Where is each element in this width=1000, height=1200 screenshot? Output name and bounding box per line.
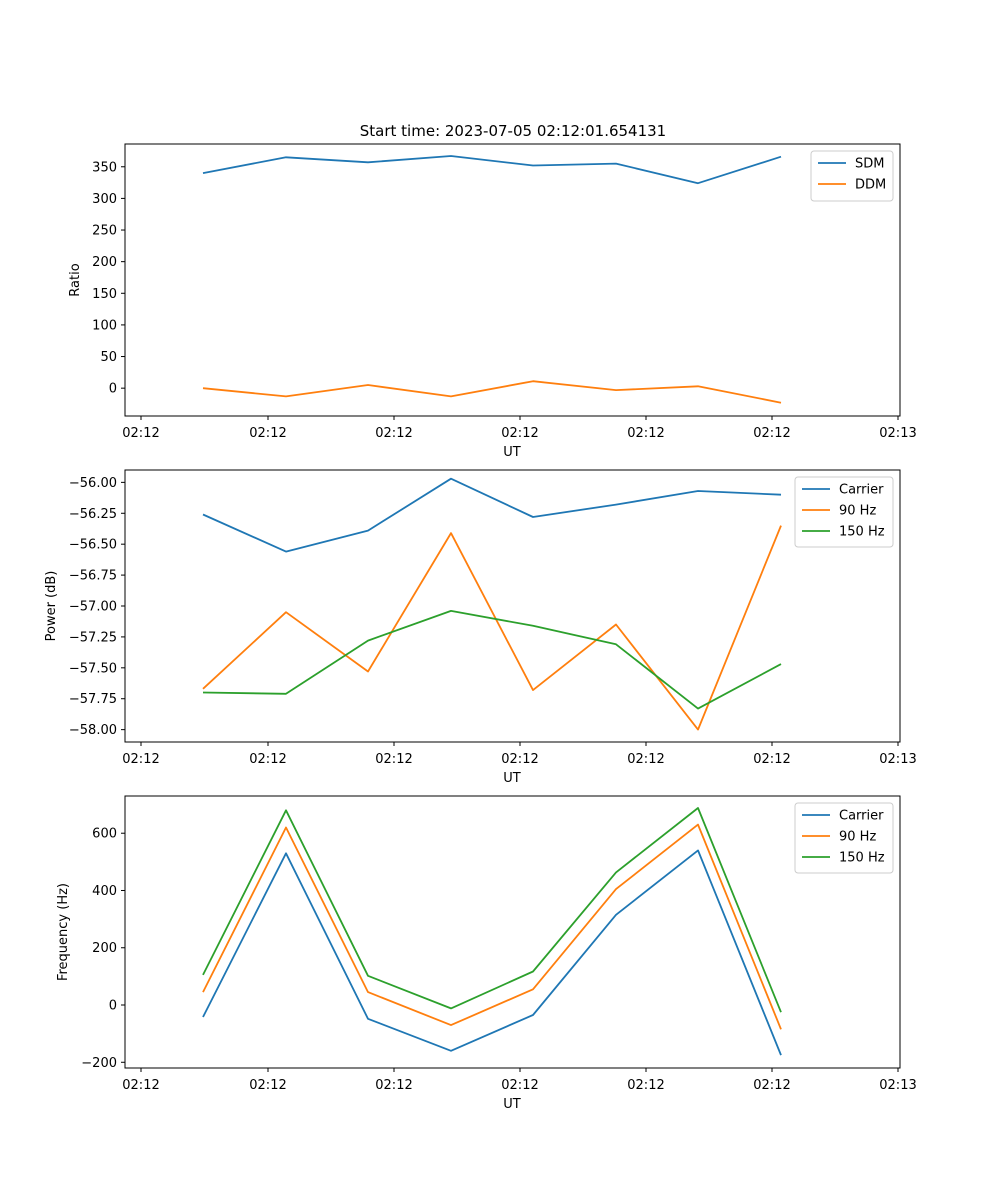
y-tick-label: 200	[92, 941, 117, 956]
series-line-90-hz	[202, 823, 782, 1030]
y-tick-label: 300	[92, 192, 117, 207]
y-tick-label: −58.00	[69, 723, 117, 738]
y-tick-label: 350	[92, 160, 117, 175]
legend-label: 150 Hz	[839, 525, 885, 540]
series-line-150-hz	[202, 807, 782, 1013]
x-tick-label: 02:12	[753, 1078, 790, 1093]
y-axis-label: Power (dB)	[44, 571, 59, 642]
x-tick-label: 02:12	[627, 752, 664, 767]
y-tick-label: −56.75	[69, 569, 117, 584]
x-tick-label: 02:12	[249, 426, 286, 441]
y-tick-label: 150	[92, 287, 117, 302]
legend-label: SDM	[855, 157, 884, 172]
y-tick-label: −57.75	[69, 692, 117, 707]
x-tick-label: 02:12	[627, 426, 664, 441]
legend-box	[794, 476, 894, 548]
y-axis-label: Frequency (Hz)	[56, 883, 71, 981]
y-tick-label: 100	[92, 318, 117, 333]
x-tick-label: 02:12	[122, 752, 159, 767]
x-axis-label: UT	[503, 1097, 521, 1112]
x-tick-label: 02:12	[501, 426, 538, 441]
x-tick-label: 02:12	[249, 752, 286, 767]
y-tick-label: −56.00	[69, 476, 117, 491]
y-tick-label: −57.00	[69, 600, 117, 615]
x-tick-label: 02:13	[879, 1078, 916, 1093]
y-axis-label: Ratio	[68, 263, 83, 296]
axes-frame	[124, 795, 901, 1069]
y-tick-label: 250	[92, 224, 117, 239]
x-axis-label: UT	[503, 771, 521, 786]
x-tick-label: 02:13	[879, 752, 916, 767]
y-tick-label: −200	[81, 1056, 117, 1071]
x-tick-label: 02:12	[375, 426, 412, 441]
x-tick-label: 02:12	[122, 1078, 159, 1093]
legend-box	[794, 802, 894, 874]
x-axis-label: UT	[503, 445, 521, 460]
series-line-90-hz	[202, 525, 782, 731]
x-tick-label: 02:12	[375, 752, 412, 767]
chart-panels: 0 50 100 150 200 250 300 350 02:12 02:12 02:12 02:1…	[44, 143, 917, 1112]
chart-panel-1: 0 50 100 150 200 250 300 350 02:12 02:12 02:12 02:1…	[68, 143, 917, 460]
x-tick-label: 02:12	[627, 1078, 664, 1093]
series-line-ddm	[202, 380, 782, 404]
legend-label: 90 Hz	[839, 830, 876, 845]
x-tick-label: 02:12	[753, 426, 790, 441]
y-tick-label: −57.50	[69, 661, 117, 676]
y-tick-label: −56.50	[69, 538, 117, 553]
y-tick-label: −56.25	[69, 507, 117, 522]
y-tick-label: 0	[109, 382, 117, 397]
legend-label: DDM	[855, 178, 886, 193]
y-tick-label: 200	[92, 255, 117, 270]
legend-label: Carrier	[839, 483, 884, 498]
x-tick-label: 02:12	[122, 426, 159, 441]
x-tick-label: 02:13	[879, 426, 916, 441]
x-tick-label: 02:12	[753, 752, 790, 767]
y-tick-label: −57.25	[69, 630, 117, 645]
y-tick-label: 0	[109, 999, 117, 1014]
y-tick-label: 50	[100, 350, 117, 365]
legend-label: 150 Hz	[839, 851, 885, 866]
x-tick-label: 02:12	[249, 1078, 286, 1093]
series-line-sdm	[202, 155, 782, 185]
series-line-150-hz	[202, 610, 782, 710]
figure-title: Start time: 2023-07-05 02:12:01.654131	[360, 122, 666, 140]
x-tick-label: 02:12	[501, 1078, 538, 1093]
chart-panel-3: −200 0 200 400 600 02:12 02:12 02:12 02:12 02:12 0…	[56, 795, 917, 1112]
series-line-carrier	[202, 477, 782, 553]
y-tick-label: 400	[92, 884, 117, 899]
x-tick-label: 02:12	[375, 1078, 412, 1093]
chart-panel-2: −58.00 −57.75 −57.50 −57.25 −57.00 −56.75 −56.…	[44, 469, 917, 786]
series-line-carrier	[202, 849, 782, 1056]
y-tick-label: 600	[92, 827, 117, 842]
legend-label: Carrier	[839, 809, 884, 824]
axes-frame	[124, 143, 901, 417]
legend-label: 90 Hz	[839, 504, 876, 519]
x-tick-label: 02:12	[501, 752, 538, 767]
